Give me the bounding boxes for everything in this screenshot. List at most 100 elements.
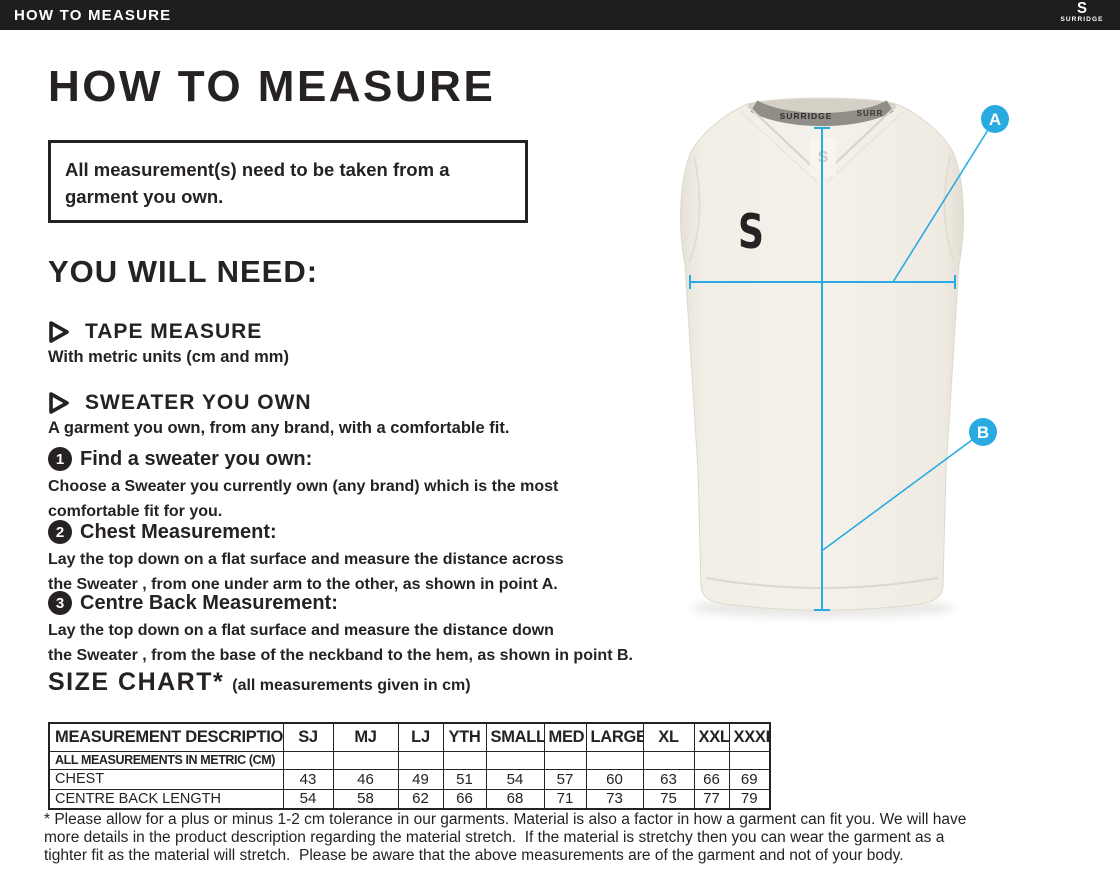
marker-a-label: A <box>989 110 1001 129</box>
size-value-cell: 57 <box>543 768 587 790</box>
need-item-description: With metric units (cm and mm) <box>48 348 289 366</box>
need-item-title: TAPE MEASURE <box>85 320 263 343</box>
v-neck-seam-outer <box>740 111 904 184</box>
size-value-cell <box>442 750 487 770</box>
size-value-cell: 66 <box>693 768 730 790</box>
row-label: CENTRE BACK LENGTH <box>48 788 284 810</box>
play-triangle-icon <box>49 321 69 343</box>
surridge-wordmark: SURRIDGE <box>1060 16 1104 23</box>
step-title: Find a sweater you own: <box>80 447 313 470</box>
col-header-size: XXL <box>693 722 730 752</box>
marker-b-label: B <box>977 423 989 442</box>
page-title: HOW TO MEASURE <box>48 62 496 111</box>
step-description: Choose a Sweater you currently own (any … <box>48 478 559 520</box>
step-2: 2 Chest Measurement: Lay the top down on… <box>48 520 564 597</box>
size-value-cell: 69 <box>728 768 771 790</box>
size-value-cell: 63 <box>642 768 695 790</box>
marker-b: B <box>969 418 997 446</box>
need-item-tape-measure: TAPE MEASURE With metric units (cm and m… <box>48 320 289 367</box>
size-value-cell <box>485 750 545 770</box>
measurement-annotations <box>689 127 989 611</box>
step-title: Centre Back Measurement: <box>80 591 338 614</box>
tolerance-footnote: * Please allow for a plus or minus 1-2 c… <box>44 811 1119 865</box>
top-bar-title: HOW TO MEASURE <box>14 6 172 24</box>
step-1: 1 Find a sweater you own: Choose a Sweat… <box>48 447 558 524</box>
footnote-line: tighter fit as the material will stretch… <box>44 847 904 864</box>
row-label: CHEST <box>48 768 284 790</box>
size-value-cell <box>693 750 730 770</box>
table-row: CENTRE BACK LENGTH 54 58 62 66 68 71 73 75 77 79 <box>48 788 771 810</box>
neck-label-text-partial: SURR <box>857 109 884 118</box>
need-item-sweater: SWEATER YOU OWN A garment you own, from … <box>48 391 509 438</box>
step-number-badge: 1 <box>48 447 72 471</box>
size-value-cell: 54 <box>282 788 334 810</box>
col-header-size: MJ <box>332 722 399 752</box>
size-value-cell: 46 <box>332 768 399 790</box>
size-value-cell: 75 <box>642 788 695 810</box>
size-value-cell: 73 <box>585 788 644 810</box>
size-chart-body: ALL MEASUREMENTS IN METRIC (CM) CHEST 43 46… <box>48 750 771 810</box>
size-value-cell: 54 <box>485 768 545 790</box>
size-value-cell <box>332 750 399 770</box>
size-chart-title: SIZE CHART* <box>48 668 225 696</box>
col-header-size: XXXL <box>728 722 771 752</box>
size-value-cell <box>282 750 334 770</box>
marker-a: A <box>981 105 1009 133</box>
step-title: Chest Measurement: <box>80 520 277 543</box>
table-row: CHEST 43 46 49 51 54 57 60 63 66 69 <box>48 768 771 790</box>
care-label-logo: S <box>818 149 829 166</box>
size-value-cell <box>543 750 587 770</box>
step-number-badge: 3 <box>48 591 72 615</box>
size-value-cell: 51 <box>442 768 487 790</box>
size-value-cell: 66 <box>442 788 487 810</box>
measurement-notice-box: All measurement(s) need to be taken from… <box>48 140 528 223</box>
col-header-size: MED <box>543 722 587 752</box>
neck-label-text: SURRIDGE <box>780 111 833 121</box>
size-chart-header-row: MEASUREMENT DESCRIPTION SJ MJ LJ YTH SMALL MED… <box>48 722 771 752</box>
col-header-size: YTH <box>442 722 487 752</box>
size-value-cell: 79 <box>728 788 771 810</box>
left-armhole-seam <box>688 155 701 263</box>
need-item-title: SWEATER YOU OWN <box>85 391 312 414</box>
size-chart-heading: SIZE CHART* (all measurements given in c… <box>48 668 471 697</box>
step-description: Lay the top down on a flat surface and m… <box>48 622 633 664</box>
need-item-description: A garment you own, from any brand, with … <box>48 419 510 437</box>
surridge-s-icon: S <box>1076 0 1087 18</box>
size-value-cell <box>585 750 644 770</box>
surridge-chest-logo: S <box>738 205 764 260</box>
footnote-line: * Please allow for a plus or minus 1-2 c… <box>44 811 967 828</box>
col-header-size: XL <box>642 722 695 752</box>
size-chart-table: MEASUREMENT DESCRIPTION SJ MJ LJ YTH SMALL MED… <box>48 722 771 810</box>
row-label: ALL MEASUREMENTS IN METRIC (CM) <box>48 750 284 770</box>
table-row: ALL MEASUREMENTS IN METRIC (CM) <box>48 750 771 770</box>
step-3: 3 Centre Back Measurement: Lay the top d… <box>48 591 633 668</box>
step-number-badge: 2 <box>48 520 72 544</box>
size-value-cell: 71 <box>543 788 587 810</box>
size-value-cell: 58 <box>332 788 399 810</box>
col-header-description: MEASUREMENT DESCRIPTION <box>48 722 284 752</box>
size-value-cell: 60 <box>585 768 644 790</box>
col-header-size: SMALL <box>485 722 545 752</box>
size-value-cell: 62 <box>397 788 444 810</box>
col-header-size: LJ <box>397 722 444 752</box>
neck-taping <box>750 100 894 126</box>
garment-figure: SURRIDGE SURR S S <box>680 97 1009 618</box>
leader-line-a <box>892 129 989 283</box>
surridge-logo: S SURRIDGE <box>1054 1 1110 24</box>
leader-line-b <box>822 439 973 551</box>
size-value-cell: 68 <box>485 788 545 810</box>
top-bar: HOW TO MEASURE S SURRIDGE <box>0 0 1120 30</box>
col-header-size: LARGE <box>585 722 644 752</box>
footnote-line: more details in the product description … <box>44 829 945 846</box>
play-triangle-icon <box>49 392 69 414</box>
size-value-cell <box>642 750 695 770</box>
right-armhole-seam <box>943 155 956 263</box>
size-value-cell <box>397 750 444 770</box>
size-value-cell: 43 <box>282 768 334 790</box>
you-will-need-heading: YOU WILL NEED: <box>48 254 319 289</box>
step-description: Lay the top down on a flat surface and m… <box>48 551 564 593</box>
col-header-size: SJ <box>282 722 334 752</box>
size-value-cell: 49 <box>397 768 444 790</box>
size-value-cell <box>728 750 771 770</box>
